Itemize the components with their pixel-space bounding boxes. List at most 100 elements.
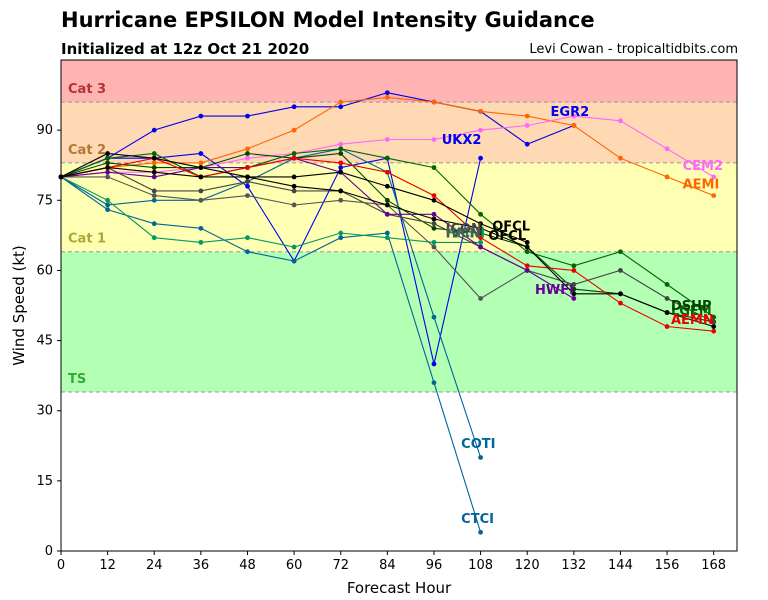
point-6-4 <box>245 235 250 241</box>
point-11-10 <box>524 268 530 273</box>
plot-frame <box>60 59 738 552</box>
point-8-2 <box>151 165 157 170</box>
point-2-12 <box>618 155 623 161</box>
point-2-10 <box>524 113 530 119</box>
point-4-2 <box>151 197 157 203</box>
point-6-3 <box>198 239 204 245</box>
series-label-7: LGEM <box>671 304 712 319</box>
point-11-2 <box>151 174 157 180</box>
series-label-12: AEMN <box>671 313 714 328</box>
point-8-1 <box>105 160 111 166</box>
point-2-9 <box>478 109 483 114</box>
point-5-9 <box>478 529 483 535</box>
point-9-11 <box>571 282 577 287</box>
point-14-1 <box>105 151 111 156</box>
series-label-3: CEM2 <box>683 159 723 174</box>
x-tick-label-11: 132 <box>561 558 586 573</box>
point-7-6 <box>338 146 344 152</box>
point-13-5 <box>291 174 297 180</box>
x-tick-label-8: 96 <box>426 558 443 573</box>
band-label-0: TS <box>68 372 86 387</box>
y-tick-label-3: 45 <box>36 334 53 349</box>
y-tick-label-1: 15 <box>36 474 53 489</box>
point-8-9 <box>478 230 483 236</box>
point-11-1 <box>105 169 111 175</box>
point-1-4 <box>245 183 250 189</box>
point-13-7 <box>384 183 390 189</box>
x-tick-label-14: 168 <box>701 558 726 573</box>
point-5-2 <box>151 221 157 227</box>
point-7-9 <box>478 211 483 217</box>
point-0-7 <box>384 90 390 96</box>
x-tick-label-13: 156 <box>655 558 680 573</box>
point-0-6 <box>338 104 344 110</box>
point-0-2 <box>151 127 157 133</box>
x-tick-label-7: 84 <box>379 558 396 573</box>
series-label-14: OFCL <box>488 229 526 244</box>
series-label-4: COTI <box>461 437 495 452</box>
point-7-7 <box>384 155 390 161</box>
point-7-8 <box>431 165 437 170</box>
point-10-3 <box>198 197 204 203</box>
point-3-10 <box>524 123 530 128</box>
point-3-13 <box>664 146 670 152</box>
point-10-9 <box>478 296 483 301</box>
point-5-5 <box>291 258 297 264</box>
axes: 0 12 24 36 48 60 72 84 96 108 120 132 144 156 168 0 15 30… <box>36 123 726 573</box>
point-3-7 <box>384 137 390 142</box>
series-line-11 <box>60 157 575 299</box>
point-9-3 <box>198 188 204 194</box>
point-14-3 <box>198 165 204 170</box>
x-axis-label: Forecast Hour <box>347 579 452 597</box>
point-2-2 <box>151 160 157 166</box>
point-2-11 <box>571 123 577 128</box>
point-4-8 <box>431 314 437 320</box>
series-label-11: HWFI <box>535 283 574 298</box>
point-9-14 <box>711 319 717 325</box>
point-8-6 <box>338 151 344 156</box>
point-12-11 <box>571 268 577 273</box>
point-6-9 <box>478 239 483 245</box>
point-14-9 <box>478 225 483 231</box>
point-7-10 <box>524 249 530 255</box>
point-10-4 <box>245 193 250 199</box>
x-tick-label-5: 60 <box>286 558 303 573</box>
point-6-8 <box>431 239 437 245</box>
y-tick-label-2: 30 <box>36 404 53 419</box>
point-1-6 <box>338 165 344 170</box>
point-12-13 <box>664 324 670 329</box>
x-tick-label-12: 144 <box>608 558 633 573</box>
point-1-9 <box>478 155 483 161</box>
point-9-4 <box>245 179 250 184</box>
series-label-2: AEMI <box>683 178 720 193</box>
point-13-8 <box>431 197 437 203</box>
point-0-3 <box>198 113 204 119</box>
band-2 <box>61 102 737 163</box>
point-12-9 <box>478 235 483 241</box>
y-tick-label-6: 90 <box>36 123 53 138</box>
point-14-6 <box>338 188 344 194</box>
point-12-5 <box>291 155 297 161</box>
point-14-4 <box>245 174 250 180</box>
point-7-2 <box>151 151 157 156</box>
series-label-6: HMNI <box>446 227 486 242</box>
point-3-9 <box>478 127 483 133</box>
point-7-12 <box>618 249 623 255</box>
series-line-4 <box>60 148 482 458</box>
point-3-14 <box>711 174 717 180</box>
band-label-2: Cat 2 <box>68 143 106 158</box>
series-label-10: IVCN <box>446 227 481 242</box>
point-2-6 <box>338 99 344 105</box>
y-tick-label-5: 75 <box>36 193 53 208</box>
y-tick-label-4: 60 <box>36 263 53 278</box>
point-6-2 <box>151 235 157 241</box>
point-10-2 <box>151 193 157 199</box>
point-7-1 <box>105 155 111 161</box>
point-11-7 <box>384 211 390 217</box>
point-3-12 <box>618 118 623 124</box>
point-2-14 <box>711 193 717 199</box>
point-2-3 <box>198 160 204 166</box>
x-tick-label-10: 120 <box>515 558 540 573</box>
